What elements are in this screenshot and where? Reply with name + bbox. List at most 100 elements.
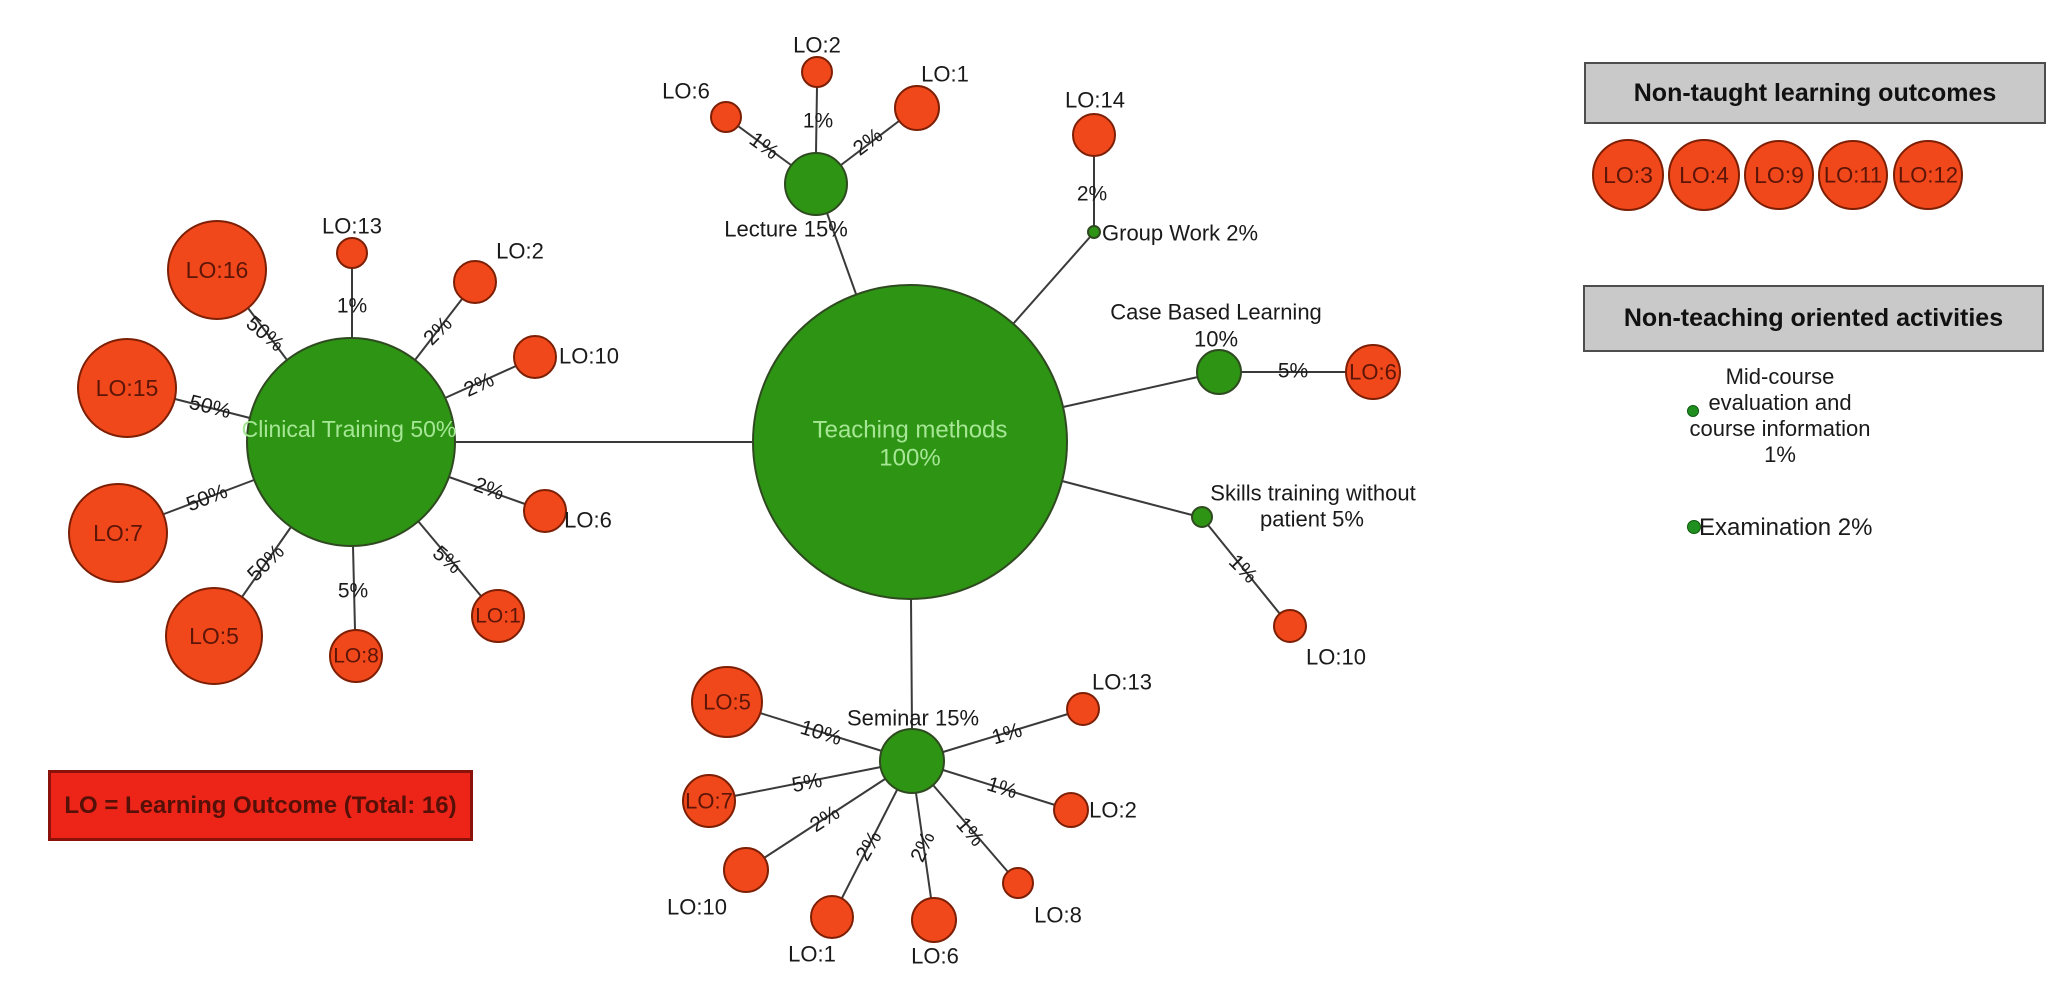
edge-line-24 (763, 778, 886, 859)
edge-line-17 (815, 86, 818, 154)
edge-label-20: 5% (1278, 360, 1308, 383)
edge-line-26 (915, 792, 932, 899)
node-legend-lo4 (1668, 139, 1740, 211)
edge-label-28: 1% (984, 773, 1020, 804)
lo-definition-box: LO = Learning Outcome (Total: 16) (48, 770, 473, 841)
node-lo10-skills (1273, 609, 1307, 643)
edge-line-27 (932, 784, 1009, 873)
node-legend-lo11-label: LO:11 (1824, 163, 1882, 188)
node-case-based-learning (1196, 349, 1242, 395)
edge-line-25 (841, 789, 898, 899)
edge-label-11: 2% (471, 473, 507, 505)
node-lo8-clinical-label: LO:8 (333, 645, 379, 668)
edge-line-5 (910, 598, 913, 730)
node-skills-training (1191, 506, 1213, 528)
edge-label-25: 2% (851, 827, 886, 865)
edge-label-10: 50% (187, 391, 233, 423)
edge-label-9: 2% (460, 368, 497, 402)
node-lo7-clinical (68, 483, 168, 583)
node-lo2-lecture (801, 56, 833, 88)
label-lo10-skills: LO:10 (1306, 645, 1366, 670)
label-lo2-clinical: LO:2 (496, 239, 544, 264)
node-lo7-seminar (682, 774, 736, 828)
node-legend-lo3 (1592, 139, 1664, 211)
node-lo7-clinical-label: LO:7 (93, 520, 143, 546)
node-lo10-clinical (513, 335, 557, 379)
mid-course-line1: Mid-course (1725, 364, 1835, 389)
node-teaching-methods (752, 284, 1068, 600)
edge-label-23: 5% (790, 769, 824, 797)
label-teaching-methods-pct: 100% (879, 445, 940, 472)
node-legend-lo9 (1744, 140, 1814, 210)
node-lo14-groupwork (1072, 113, 1116, 157)
label-lo6-lecture: LO:6 (662, 79, 710, 104)
node-legend-lo9-label: LO:9 (1754, 162, 1804, 188)
edge-label-29: 1% (989, 719, 1025, 750)
edge-line-21 (1207, 524, 1281, 615)
node-lo15-clinical-label: LO:15 (96, 375, 159, 401)
edge-line-28 (942, 769, 1056, 806)
node-lo16-clinical (167, 220, 267, 320)
label-lo8-seminar: LO:8 (1034, 903, 1082, 928)
node-lo5-seminar-label: LO:5 (703, 690, 751, 715)
label-lo10-clinical: LO:10 (559, 344, 619, 369)
node-lo6-clinical (523, 489, 567, 533)
mid-course-line3: course information (1689, 416, 1871, 441)
edge-label-7: 1% (337, 295, 367, 318)
node-legend-lo11 (1818, 140, 1888, 210)
node-legend-lo12-label: LO:12 (1898, 163, 1958, 188)
label-group-work: Group Work 2% (1102, 221, 1258, 246)
node-lo6-cbl-label: LO:6 (1349, 360, 1397, 385)
node-group-work (1087, 225, 1101, 239)
label-lo10-seminar: LO:10 (667, 895, 727, 920)
node-lo6-lecture (710, 101, 742, 133)
edge-line-2 (1012, 236, 1091, 325)
node-lo16-clinical-label: LO:16 (186, 257, 249, 283)
legend-header-non-taught: Non-taught learning outcomes (1584, 62, 2046, 124)
examination-dot-icon (1687, 520, 1701, 534)
node-lo1-clinical (471, 589, 525, 643)
label-lo6-seminar: LO:6 (911, 944, 959, 969)
edge-line-14 (352, 545, 356, 631)
mid-course-line2: evaluation and (1708, 390, 1852, 415)
edge-label-14: 5% (338, 580, 368, 603)
node-lo13-clinical (336, 237, 368, 269)
edge-label-6: 50% (242, 312, 289, 357)
label-lecture: Lecture 15% (724, 217, 848, 242)
label-teaching-methods: Teaching methods (813, 417, 1008, 444)
mid-course-dot-icon (1687, 405, 1699, 417)
edge-label-16: 1% (745, 128, 783, 164)
node-lo1-clinical-label: LO:1 (475, 605, 521, 628)
node-lo8-seminar (1002, 867, 1034, 899)
label-case-based-learning-pct: 10% (1194, 327, 1238, 352)
node-lo5-clinical-label: LO:5 (189, 623, 239, 649)
edge-label-19: 2% (1077, 183, 1107, 206)
label-lo13-clinical: LO:13 (322, 214, 382, 239)
label-lo1-seminar: LO:1 (788, 942, 836, 967)
edge-label-22: 10% (798, 716, 845, 750)
edge-line-12 (163, 479, 255, 515)
node-legend-lo4-label: LO:4 (1679, 162, 1729, 188)
label-lo13-seminar: LO:13 (1092, 670, 1152, 695)
edge-line-23 (733, 766, 882, 797)
edge-label-12: 50% (183, 480, 230, 517)
edge-line-13 (241, 526, 292, 598)
node-lo5-clinical (165, 587, 263, 685)
label-skills-training-1: Skills training without (1210, 481, 1415, 506)
examination-item: Examination 2% (1699, 514, 1873, 541)
node-lo13-seminar (1066, 692, 1100, 726)
label-case-based-learning: Case Based Learning (1110, 300, 1322, 325)
label-lo1-lecture: LO:1 (921, 62, 969, 87)
edge-line-1 (826, 212, 857, 295)
node-lo15-clinical (77, 338, 177, 438)
mid-course-item: Mid-course evaluation and course informa… (1630, 364, 1930, 468)
label-lo2-lecture: LO:2 (793, 33, 841, 58)
edge-line-9 (444, 365, 517, 399)
edge-line-22 (759, 712, 883, 752)
edge-line-4 (1061, 480, 1193, 516)
edge-line-11 (448, 476, 526, 505)
node-lo1-lecture (894, 85, 940, 131)
edge-label-8: 2% (419, 312, 457, 350)
